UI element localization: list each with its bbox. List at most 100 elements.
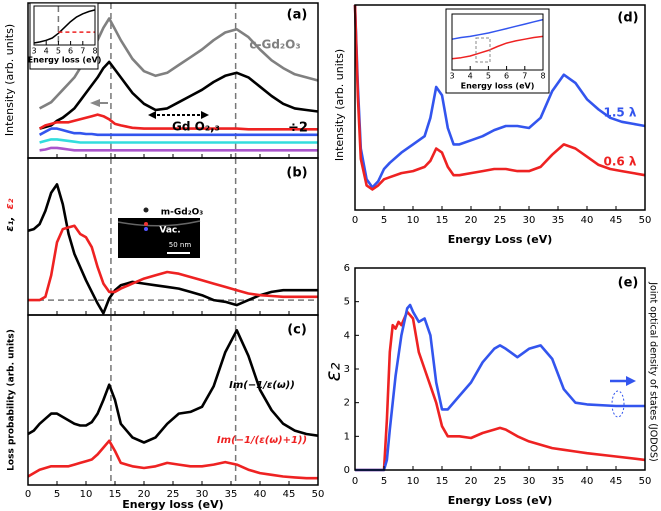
x-tick-label: 25 — [494, 476, 507, 487]
x-tick-label: 0 — [25, 489, 31, 500]
y-tick-label: 2 — [344, 398, 350, 409]
x-tick-label: 6 — [68, 47, 73, 56]
highlight-box — [475, 37, 491, 63]
x-tick-label: 3 — [31, 47, 36, 56]
x-tick-label: 35 — [552, 476, 565, 487]
series-label: c-Gd₂O₃ — [249, 38, 300, 52]
arrow-head — [626, 376, 636, 386]
y-tick-label: 0 — [344, 465, 350, 476]
x-tick-label: 0 — [352, 215, 358, 226]
x-tick-label: 8 — [540, 72, 545, 81]
y-axis-label: Loss probability (arb. units) — [7, 329, 17, 471]
annotation: ÷2 — [288, 121, 308, 136]
panel-label: (e) — [618, 276, 639, 291]
x-tick-label: 7 — [80, 47, 85, 56]
x-tick-label: 45 — [610, 476, 623, 487]
y-axis-label: Intensity (arb. units) — [333, 49, 346, 161]
data-line — [451, 35, 544, 60]
series-label: Im(−1/(ε(ω)+1)) — [217, 435, 307, 446]
x-tick-label: 15 — [436, 476, 449, 487]
x-axis-label: Energy Loss (eV) — [448, 233, 553, 246]
x-tick-label: 35 — [552, 215, 565, 226]
x-tick-label: 10 — [407, 215, 420, 226]
x-tick-label: 50 — [639, 215, 652, 226]
series-label: 0.6 λ — [603, 155, 636, 169]
x-tick-label: 30 — [523, 476, 536, 487]
x-tick-label: 30 — [523, 215, 536, 226]
plot-frame — [33, 5, 96, 46]
x-tick-label: 5 — [381, 215, 387, 226]
data-line — [33, 9, 96, 44]
particle-marker — [143, 207, 149, 213]
x-tick-label: 3 — [449, 72, 454, 81]
series-label: ε₂ — [3, 198, 16, 209]
x-tick-label: 5 — [56, 47, 61, 56]
y-tick-label: 5 — [344, 297, 350, 308]
x-tick-label: 40 — [254, 489, 267, 500]
x-tick-label: 20 — [465, 476, 478, 487]
x-tick-label: 45 — [283, 489, 296, 500]
x-axis-label: Energy loss (eV) — [122, 498, 223, 511]
y-axis-label: ε₂ — [321, 363, 345, 382]
x-axis-label: Energy Loss (eV) — [448, 494, 553, 507]
data-line — [28, 224, 318, 302]
x-axis-label: Energy loss (eV) — [28, 56, 102, 65]
x-tick-label: 15 — [436, 215, 449, 226]
x-tick-label: 50 — [312, 489, 325, 500]
probe-spot — [144, 222, 148, 226]
data-line — [39, 138, 318, 144]
x-tick-label: 30 — [196, 489, 209, 500]
x-tick-label: 45 — [610, 215, 623, 226]
series-label: ε₁, — [3, 216, 16, 231]
data-line — [355, 303, 645, 472]
x-axis-label: Energy loss (eV) — [461, 82, 535, 91]
x-tick-label: 5 — [54, 489, 60, 500]
panel-label: (d) — [617, 11, 638, 26]
data-line — [355, 310, 646, 472]
annotation: Gd O₂,₃ — [172, 120, 220, 134]
panel-label: (b) — [286, 166, 307, 181]
y-tick-label: 1 — [344, 431, 350, 442]
x-tick-label: 25 — [167, 489, 180, 500]
data-line — [27, 329, 319, 444]
y-tick-label: 4 — [344, 330, 350, 341]
inset-box — [29, 2, 99, 70]
x-tick-label: 10 — [407, 476, 420, 487]
data-line — [38, 113, 318, 131]
x-tick-label: 10 — [80, 489, 93, 500]
tem-image — [118, 218, 200, 258]
particle-edge — [117, 220, 201, 227]
x-tick-label: 4 — [44, 47, 49, 56]
series-label: 1.5 λ — [603, 106, 636, 120]
data-line — [353, 4, 646, 191]
data-line — [353, 4, 646, 189]
annotation: m-Gd₂O₃ — [161, 208, 204, 218]
arrow-head — [90, 99, 100, 107]
x-tick-label: 40 — [581, 476, 594, 487]
data-line — [38, 127, 318, 137]
x-tick-label: 20 — [138, 489, 151, 500]
x-tick-label: 50 — [639, 476, 652, 487]
x-tick-label: 6 — [504, 72, 509, 81]
data-line — [38, 17, 319, 110]
x-tick-label: 7 — [522, 72, 527, 81]
y-axis-label: Intensity (arb. units) — [3, 24, 16, 136]
x-tick-label: 20 — [465, 215, 478, 226]
annotation: 50 nm — [169, 241, 192, 249]
data-line — [451, 18, 544, 40]
panel-label: (a) — [287, 8, 308, 23]
x-tick-label: 8 — [92, 47, 97, 56]
x-tick-label: 35 — [225, 489, 238, 500]
data-line — [39, 146, 318, 152]
panel-label: (c) — [287, 323, 307, 338]
x-tick-label: 5 — [486, 72, 491, 81]
x-tick-label: 0 — [352, 476, 358, 487]
x-tick-label: 25 — [494, 215, 507, 226]
data-line — [27, 183, 318, 315]
y-tick-label: 6 — [344, 263, 350, 274]
x-tick-label: 15 — [109, 489, 122, 500]
annotation: Vac. — [159, 226, 180, 236]
data-line — [27, 439, 318, 480]
probe-spot — [144, 227, 148, 231]
